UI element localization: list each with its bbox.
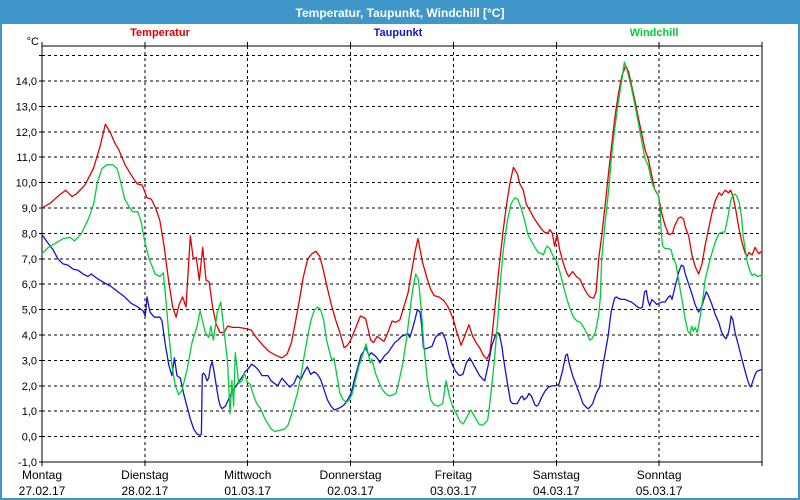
x-weekday-label: Dienstag bbox=[121, 468, 168, 482]
plot-frame bbox=[41, 45, 763, 463]
series-line-windchill bbox=[41, 61, 763, 433]
y-tick-label: 4,0 bbox=[22, 330, 37, 342]
series-line-taupunkt bbox=[41, 234, 763, 436]
x-date-label: 27.02.17 bbox=[19, 484, 66, 498]
series-line-temperatur bbox=[41, 65, 763, 360]
x-weekday-label: Donnerstag bbox=[320, 468, 382, 482]
y-tick-label: 8,0 bbox=[22, 228, 37, 240]
window-title: Temperatur, Taupunkt, Windchill [°C] bbox=[295, 6, 505, 20]
x-date-label: 05.03.17 bbox=[636, 484, 683, 498]
legend: Temperatur Taupunkt Windchill bbox=[2, 24, 798, 44]
x-date-label: 03.03.17 bbox=[430, 484, 477, 498]
y-tick-label: 3,0 bbox=[22, 355, 37, 367]
legend-item-temperatur: Temperatur bbox=[130, 27, 190, 39]
y-tick-label: 7,0 bbox=[22, 254, 37, 266]
y-axis-unit-label: °C bbox=[26, 36, 39, 48]
x-date-label: 02.03.17 bbox=[327, 484, 374, 498]
x-weekday-label: Montag bbox=[22, 468, 62, 482]
y-tick-label: 0,0 bbox=[22, 432, 37, 444]
y-tick-label: 1,0 bbox=[22, 406, 37, 418]
y-tick-label: 10,0 bbox=[16, 178, 37, 190]
legend-item-taupunkt: Taupunkt bbox=[373, 27, 423, 39]
title-bar: Temperatur, Taupunkt, Windchill [°C] bbox=[2, 2, 798, 24]
y-tick-label: 5,0 bbox=[22, 305, 37, 317]
x-date-label: 01.03.17 bbox=[224, 484, 271, 498]
y-tick-label: 9,0 bbox=[22, 203, 37, 215]
x-date-label: 28.02.17 bbox=[121, 484, 168, 498]
y-tick-label: 13,0 bbox=[16, 101, 37, 113]
x-weekday-label: Samstag bbox=[533, 468, 580, 482]
y-tick-label: 11,0 bbox=[16, 152, 37, 164]
x-weekday-label: Mittwoch bbox=[224, 468, 271, 482]
y-tick-label: -1,0 bbox=[18, 457, 37, 469]
y-tick-label: 6,0 bbox=[22, 279, 37, 291]
x-weekday-label: Sonntag bbox=[637, 468, 682, 482]
y-tick-label: 12,0 bbox=[16, 127, 37, 139]
y-tick-label: 2,0 bbox=[22, 381, 37, 393]
legend-item-windchill: Windchill bbox=[629, 27, 679, 39]
x-weekday-label: Freitag bbox=[435, 468, 472, 482]
y-tick-label: 14,0 bbox=[16, 76, 37, 88]
x-date-label: 04.03.17 bbox=[533, 484, 580, 498]
